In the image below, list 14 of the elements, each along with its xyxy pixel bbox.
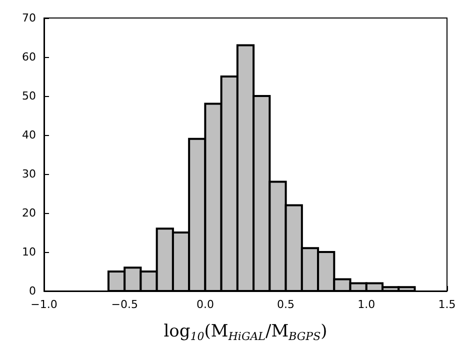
x-tick-label: 1.0 xyxy=(358,298,376,311)
y-tick-label: 20 xyxy=(22,206,36,220)
y-tick-label: 0 xyxy=(29,284,36,298)
x-tick-label: −1.0 xyxy=(30,298,58,311)
y-tick-label: 60 xyxy=(22,50,36,64)
y-tick-label: 40 xyxy=(22,128,36,142)
x-tick-label: 0.5 xyxy=(277,298,295,311)
y-tick-label: 30 xyxy=(22,168,36,180)
x-tick-label: −0.5 xyxy=(111,298,138,311)
x-tick-label: 1.5 xyxy=(438,298,456,311)
y-tick-label: 70 xyxy=(22,12,36,24)
x-tick-label: 0.0 xyxy=(196,298,214,311)
y-tick-label: 50 xyxy=(22,90,36,102)
y-tick-label: 10 xyxy=(22,246,36,258)
